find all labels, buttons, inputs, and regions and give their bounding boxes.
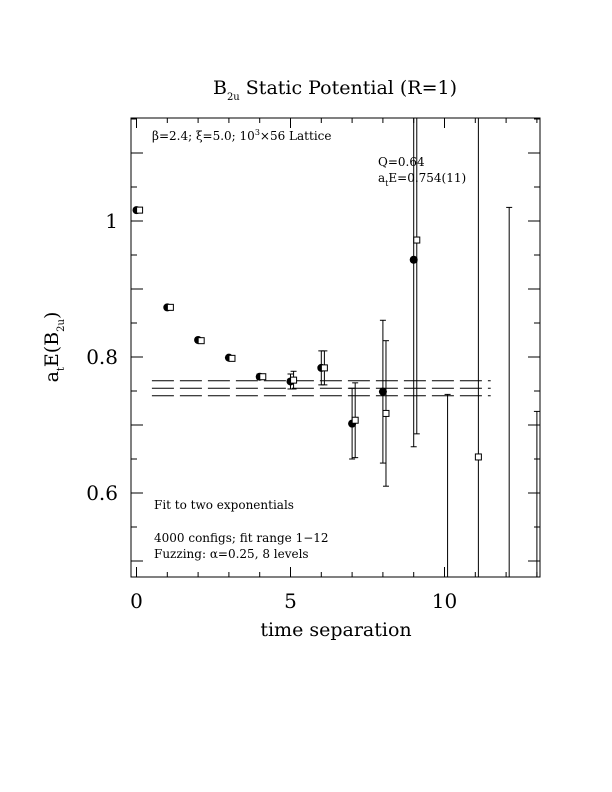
x-tick-label: 5 [284, 589, 297, 613]
fuzzing-annotation: Fuzzing: α=0.25, 8 levels [154, 547, 309, 561]
y-tick-label: 0.6 [86, 481, 118, 505]
data-point-circle [378, 387, 387, 396]
data-point-square [382, 409, 390, 417]
data-markers [132, 206, 482, 461]
data-point-square [290, 376, 298, 384]
tick-labels: 0 5 10 0.6 0.8 1 [86, 209, 457, 613]
data-point-square [474, 453, 482, 461]
configs-annotation: 4000 configs; fit range 1−12 [154, 531, 329, 545]
plot-frame [130, 117, 541, 578]
data-point-square [166, 303, 174, 311]
chart-title: B2u Static Potential (R=1) [213, 77, 457, 103]
ate-annotation: atE=0.754(11) [378, 171, 466, 188]
data-point-square [136, 206, 144, 214]
data-point-square [197, 337, 205, 345]
axis-ticks [131, 118, 540, 577]
x-tick-label: 0 [130, 589, 143, 613]
y-tick-label: 1 [105, 209, 118, 233]
data-point-circle [409, 255, 418, 264]
q-annotation: Q=0.64 [378, 155, 425, 169]
y-tick-label: 0.8 [86, 345, 118, 369]
data-point-square [351, 416, 359, 424]
error-bars [133, 118, 540, 577]
data-point-square [413, 236, 421, 244]
data-point-square [259, 373, 267, 381]
fit-method-annotation: Fit to two exponentials [154, 498, 294, 512]
x-axis-label: time separation [260, 619, 411, 641]
x-tick-label: 10 [432, 589, 457, 613]
data-point-square [228, 354, 236, 362]
lattice-annotation: β=2.4; ξ=5.0; 103×56 Lattice [152, 128, 331, 143]
data-point-square [320, 364, 328, 372]
y-axis-label: atE(B2u) [41, 312, 67, 383]
